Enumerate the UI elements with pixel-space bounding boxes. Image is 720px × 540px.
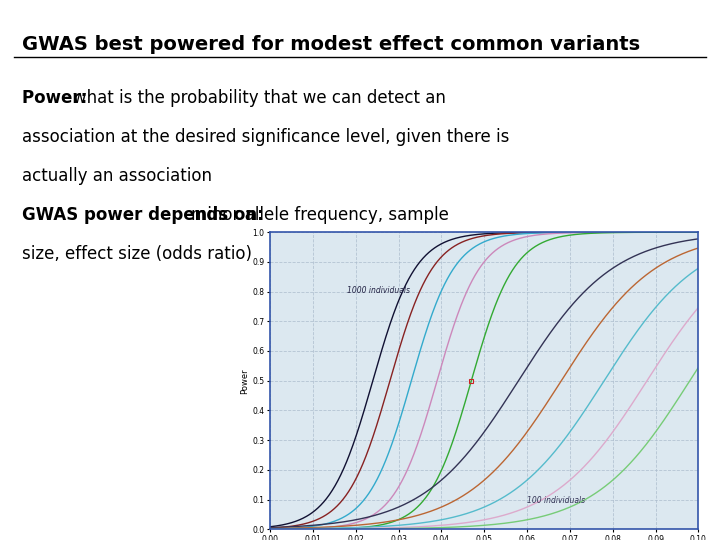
Text: association at the desired significance level, given there is: association at the desired significance … (22, 128, 509, 146)
Text: size, effect size (odds ratio): size, effect size (odds ratio) (22, 245, 251, 262)
Y-axis label: Power: Power (240, 368, 250, 394)
Text: what is the probability that we can detect an: what is the probability that we can dete… (73, 89, 446, 107)
Text: actually an association: actually an association (22, 167, 212, 185)
Text: GWAS best powered for modest effect common variants: GWAS best powered for modest effect comm… (22, 35, 640, 54)
Text: GWAS power depends on:: GWAS power depends on: (22, 206, 269, 224)
Text: 1000 individuals: 1000 individuals (347, 286, 410, 295)
Text: 100 individuals: 100 individuals (527, 496, 585, 505)
Text: minor allele frequency, sample: minor allele frequency, sample (191, 206, 449, 224)
Text: Power:: Power: (22, 89, 93, 107)
